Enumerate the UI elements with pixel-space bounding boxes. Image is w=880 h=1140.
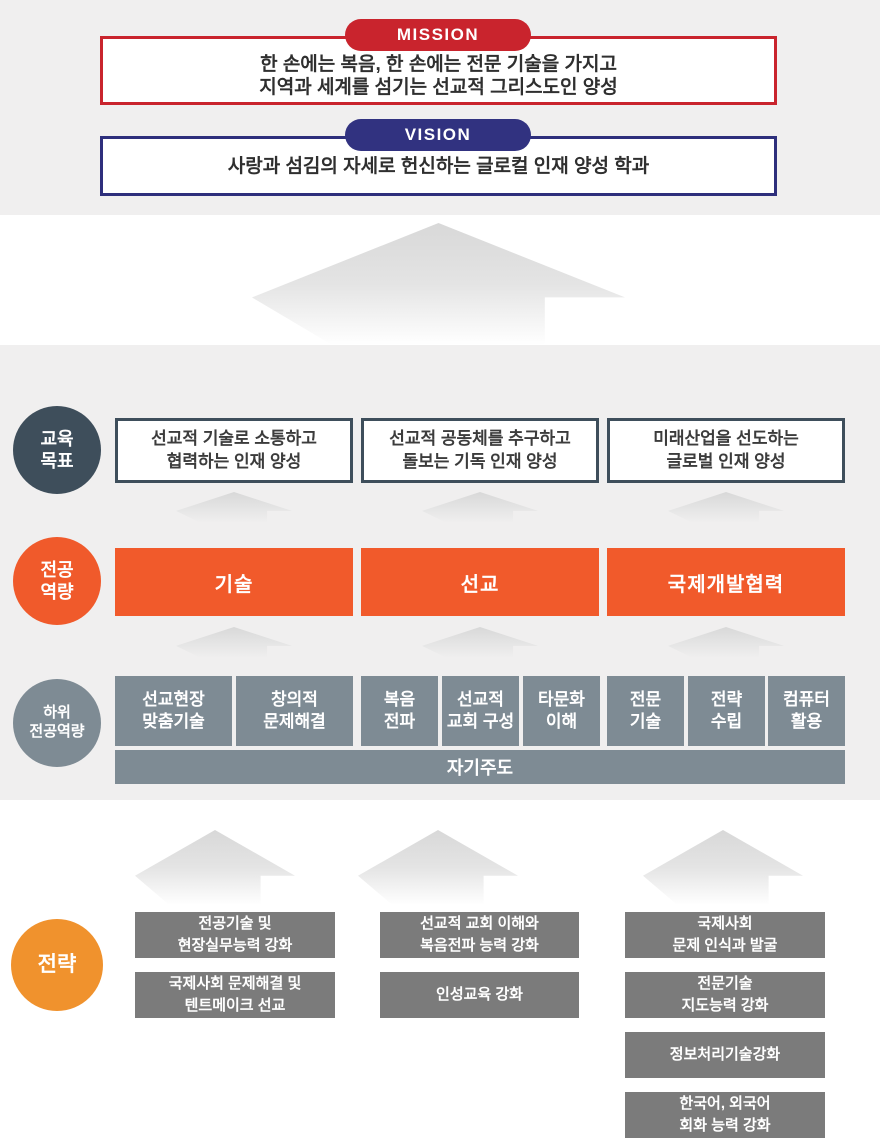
strategy-box: 전문기술 지도능력 강화	[625, 972, 825, 1018]
text-line: 전공기술 및	[198, 915, 272, 933]
vision-text: 사랑과 섬김의 자세로 헌신하는 글로컬 인재 양성 학과	[103, 139, 774, 178]
mission-badge-label: MISSION	[396, 25, 480, 44]
vision-badge: VISION	[345, 119, 531, 151]
major-competency-circle: 전공 역량	[13, 537, 101, 625]
circle-label-line: 전공역량	[29, 723, 85, 740]
text-line: 선교현장	[142, 690, 205, 710]
education-goal-box: 선교적 공동체를 추구하고 돌보는 기독 인재 양성	[361, 418, 599, 483]
strategy-box: 인성교육 강화	[380, 972, 579, 1018]
text-line: 타문화	[538, 690, 585, 710]
circle-label-line: 전략	[37, 952, 77, 976]
up-arrow-large-icon	[252, 223, 625, 345]
text-line: 기술	[629, 712, 662, 731]
text-line: 회화 능력 강화	[679, 1117, 771, 1134]
self-directed-bar: 자기주도	[115, 750, 845, 784]
sub-competency-box: 선교적 교회 구성	[442, 676, 519, 746]
strategy-box: 전공기술 및 현장실무능력 강화	[135, 912, 335, 958]
strategy-box: 선교적 교회 이해와 복음전파 능력 강화	[380, 912, 579, 958]
text-line: 선교적 공동체를 추구하고	[389, 429, 571, 449]
education-goals-circle: 교육 목표	[13, 406, 101, 494]
text-line: 선교적 기술로 소통하고	[151, 429, 317, 449]
text-line: 미래산업을 선도하는	[653, 429, 799, 449]
text-line: 교회 구성	[446, 712, 515, 731]
major-competency-box: 기술	[115, 548, 353, 616]
text-line: 전문	[629, 690, 662, 710]
text-line: 국제개발협력	[667, 573, 785, 596]
sub-competency-box: 창의적 문제해결	[236, 676, 353, 746]
text-line: 전파	[383, 712, 416, 731]
mission-line: 한 손에는 복음, 한 손에는 전문 기술을 가지고	[260, 54, 617, 75]
text-line: 자기주도	[446, 758, 514, 778]
text-line: 맞춤기술	[142, 712, 205, 731]
text-line: 텐트메이크 선교	[184, 997, 286, 1014]
text-line: 인성교육 강화	[436, 986, 523, 1004]
text-line: 선교적 교회 이해와	[420, 915, 539, 933]
text-line: 전문기술	[697, 975, 753, 993]
strategy-box: 한국어, 외국어 회화 능력 강화	[625, 1092, 825, 1138]
text-line: 수립	[710, 712, 743, 731]
text-line: 기술	[214, 573, 254, 596]
text-line: 돌보는 기독 인재 양성	[402, 451, 558, 471]
circle-label-line: 역량	[40, 582, 74, 602]
mission-badge: MISSION	[345, 19, 531, 51]
text-line: 협력하는 인재 양성	[166, 451, 302, 471]
text-line: 문제해결	[263, 712, 326, 731]
text-line: 활용	[790, 712, 823, 731]
sub-competency-box: 선교현장 맞춤기술	[115, 676, 232, 746]
circle-label-line: 전공	[40, 559, 74, 580]
text-line: 지도능력 강화	[681, 997, 769, 1014]
circle-label-line: 교육	[40, 428, 74, 449]
strategy-box: 정보처리기술강화	[625, 1032, 825, 1078]
text-line: 현장실무능력 강화	[177, 937, 293, 954]
up-arrow-medium-icon	[643, 830, 803, 905]
education-goal-box: 선교적 기술로 소통하고 협력하는 인재 양성	[115, 418, 353, 483]
mission-line: 지역과 세계를 섬기는 선교적 그리스도인 양성	[259, 77, 618, 99]
text-line: 국제사회 문제해결 및	[168, 975, 302, 993]
major-competency-box: 국제개발협력	[607, 548, 845, 616]
sub-competency-box: 컴퓨터 활용	[768, 676, 845, 746]
text-line: 창의적	[271, 690, 318, 710]
text-line: 복음전파 능력 강화	[420, 937, 539, 954]
education-goal-box: 미래산업을 선도하는 글로벌 인재 양성	[607, 418, 845, 483]
sub-competency-box: 복음 전파	[361, 676, 438, 746]
text-line: 국제사회	[697, 915, 753, 933]
text-line: 컴퓨터	[783, 690, 830, 710]
text-line: 선교	[460, 573, 500, 596]
strategy-box: 국제사회 문제해결 및 텐트메이크 선교	[135, 972, 335, 1018]
strategy-box: 국제사회 문제 인식과 발굴	[625, 912, 825, 958]
text-line: 전략	[710, 690, 743, 710]
text-line: 정보처리기술강화	[669, 1046, 781, 1064]
sub-competency-box: 전략 수립	[688, 676, 765, 746]
vision-badge-label: VISION	[404, 125, 472, 144]
mission-text: 한 손에는 복음, 한 손에는 전문 기술을 가지고 지역과 세계를 섬기는 선…	[103, 39, 774, 99]
text-line: 이해	[545, 712, 578, 731]
text-line: 복음	[383, 690, 416, 710]
text-line: 글로벌 인재 양성	[666, 451, 786, 471]
major-competency-box: 선교	[361, 548, 599, 616]
up-arrow-medium-icon	[135, 830, 295, 905]
strategy-circle: 전략	[11, 919, 103, 1011]
text-line: 문제 인식과 발굴	[672, 937, 778, 954]
circle-label-line: 목표	[40, 451, 74, 471]
mission-box: 한 손에는 복음, 한 손에는 전문 기술을 가지고 지역과 세계를 섬기는 선…	[100, 36, 777, 105]
vision-line: 사랑과 섬김의 자세로 헌신하는 글로컬 인재 양성 학과	[227, 156, 650, 177]
text-line: 선교적	[457, 690, 504, 710]
circle-label-line: 하위	[43, 704, 71, 722]
sub-competency-circle: 하위 전공역량	[13, 679, 101, 767]
sub-competency-box: 전문 기술	[607, 676, 684, 746]
sub-competency-box: 타문화 이해	[523, 676, 600, 746]
up-arrow-medium-icon	[358, 830, 518, 905]
text-line: 한국어, 외국어	[679, 1095, 771, 1113]
